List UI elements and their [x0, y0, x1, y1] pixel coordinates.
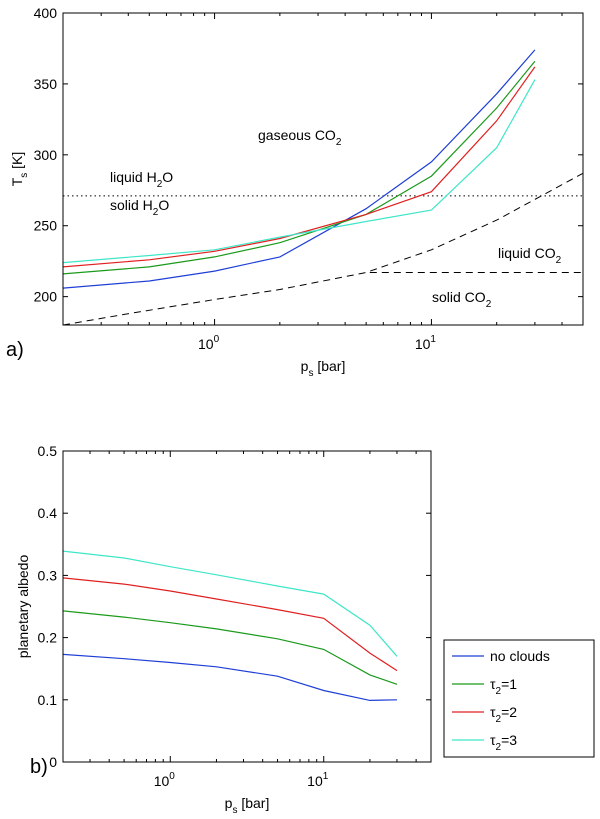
legend-label-0: no clouds	[490, 648, 550, 664]
series-line-1	[63, 610, 398, 685]
legend-label-1-rest: =1	[501, 676, 517, 692]
x-tick-exp: 1	[323, 771, 329, 782]
x-axis-label-sub: s	[308, 368, 313, 379]
annotation-4-sub: 2	[486, 299, 492, 310]
y-tick-label: 0.4	[38, 505, 58, 521]
x-tick-label: 101	[415, 334, 437, 352]
x-tick-base: 10	[198, 336, 214, 352]
series-line-2	[63, 66, 536, 268]
x-axis-label-rest: [bar]	[237, 795, 269, 811]
legend-label-0-main: no clouds	[490, 648, 550, 664]
annotation-0-main: gaseous CO	[258, 127, 336, 143]
legend-label-3-sub: 2	[496, 742, 502, 753]
x-tick-exp: 0	[169, 771, 175, 782]
legend-label-1: τ2=1	[490, 676, 517, 697]
series-line-0	[63, 653, 398, 702]
annotation-3-main: liquid CO	[498, 245, 556, 261]
y-tick-label: 300	[34, 147, 58, 163]
x-tick-exp: 0	[214, 334, 220, 345]
x-tick-label: 100	[198, 334, 220, 352]
y-axis-label: Ts [K]	[9, 152, 30, 187]
y-tick-label: 0.1	[38, 692, 58, 708]
x-axis-label-main: p	[301, 358, 309, 374]
series-line-0	[63, 49, 536, 289]
annotation-3: liquid CO2	[498, 245, 562, 266]
axes-frame	[62, 12, 584, 326]
legend-label-1-sub: 2	[496, 686, 502, 697]
annotation-4-main: solid CO	[432, 289, 486, 305]
panel-a-plot-area	[62, 12, 584, 326]
y-tick-label: 200	[34, 289, 58, 305]
y-axis-label-sub: s	[19, 173, 30, 178]
annotation-1-sub: 2	[157, 179, 163, 190]
reference-line-co2-condensation-curve	[63, 172, 583, 325]
legend-label-1-main: τ	[490, 676, 496, 692]
annotation-0-sub: 2	[336, 137, 342, 148]
annotation-2-main: solid H	[110, 197, 153, 213]
x-tick-label: 100	[154, 771, 176, 789]
y-axis-label-rest: [K]	[9, 152, 25, 173]
series-line-2	[63, 577, 398, 672]
legend-label-2-rest: =2	[501, 704, 517, 720]
y-axis-label-main: T	[9, 177, 25, 186]
series-line-3	[63, 550, 398, 657]
series-line-1	[63, 60, 536, 275]
x-axis-label: ps [bar]	[225, 795, 270, 816]
x-axis-label-rest: [bar]	[313, 358, 345, 374]
y-tick-label: 0.2	[38, 630, 58, 646]
x-axis-label: ps [bar]	[301, 358, 346, 379]
y-tick-label: 0.5	[38, 443, 58, 459]
legend-label-2-main: τ	[490, 704, 496, 720]
annotation-0: gaseous CO2	[258, 127, 342, 148]
x-tick-label: 101	[307, 771, 329, 789]
panel-label: b)	[30, 756, 48, 778]
annotation-2-sub: 2	[153, 207, 159, 218]
axes-frame	[62, 450, 432, 763]
annotation-2-rest: O	[158, 197, 169, 213]
annotation-1-rest: O	[162, 169, 173, 185]
series-line-3	[63, 79, 536, 264]
x-axis-label-main: p	[225, 795, 233, 811]
x-tick-base: 10	[307, 773, 323, 789]
y-tick-label: 250	[34, 218, 58, 234]
legend-label-3-rest: =3	[501, 732, 517, 748]
x-tick-exp: 1	[430, 334, 436, 345]
y-tick-label: 0	[49, 754, 57, 770]
y-tick-label: 400	[34, 5, 58, 21]
x-axis-label-sub: s	[232, 805, 237, 816]
x-tick-base: 10	[154, 773, 170, 789]
panel-label: a)	[6, 339, 24, 361]
legend-label-3-main: τ	[490, 732, 496, 748]
panel-b-ticks	[62, 450, 432, 763]
panel-a-ticks	[62, 12, 584, 325]
legend-label-2: τ2=2	[490, 704, 517, 725]
annotation-1-main: liquid H	[110, 169, 157, 185]
annotation-1: liquid H2O	[110, 169, 173, 190]
y-axis-label: planetary albedo	[15, 555, 31, 659]
panel-b-plot-area	[62, 450, 432, 763]
x-tick-base: 10	[415, 336, 431, 352]
legend-label-3: τ2=3	[490, 732, 517, 753]
annotation-2: solid H2O	[110, 197, 169, 218]
annotation-3-sub: 2	[556, 255, 562, 266]
y-tick-label: 350	[34, 76, 58, 92]
legend-label-2-sub: 2	[496, 714, 502, 725]
y-tick-label: 0.3	[38, 567, 58, 583]
annotation-4: solid CO2	[432, 289, 492, 310]
legend-box	[443, 639, 595, 758]
